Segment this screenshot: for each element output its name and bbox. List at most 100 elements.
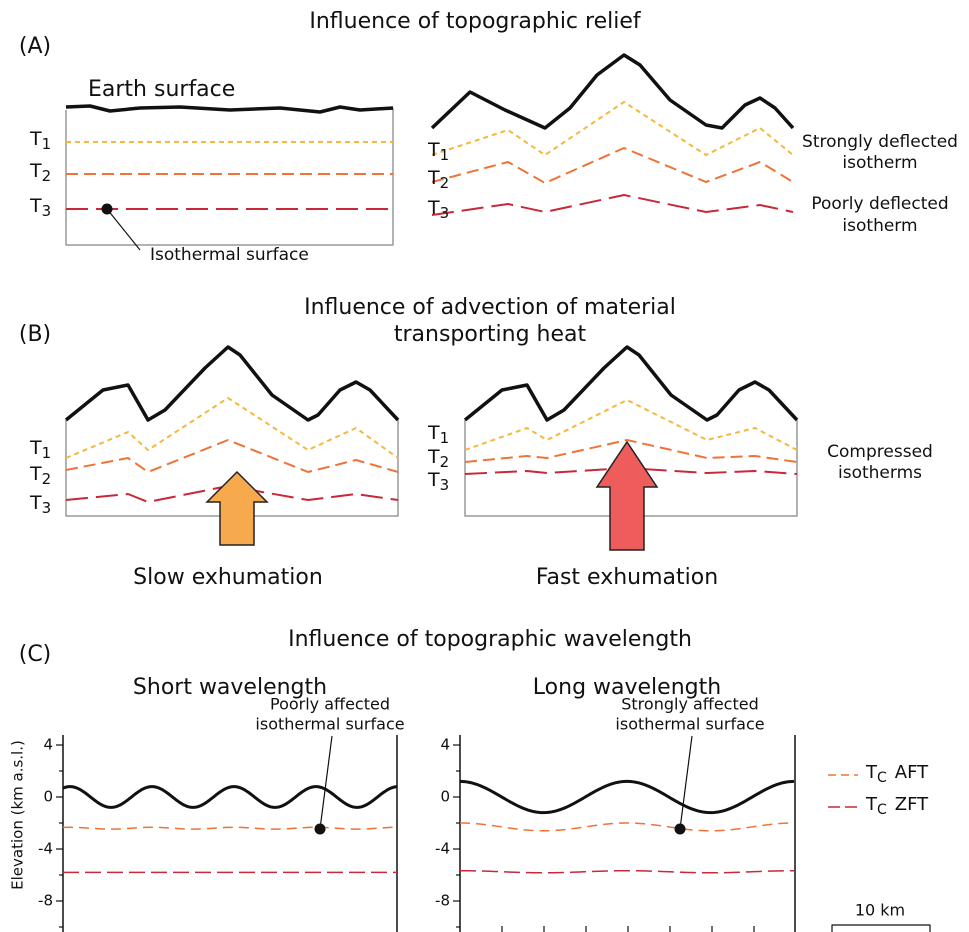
isotherm-label: T2: [427, 446, 449, 471]
symbol: T: [29, 160, 42, 182]
annotation: isothermal surface: [615, 715, 764, 734]
arrow-label: Fast exhumation: [536, 565, 718, 590]
subscript: 2: [42, 470, 52, 488]
subscript: C: [877, 802, 887, 818]
annotation: Strongly deflected: [802, 132, 958, 152]
topography: [62, 785, 398, 809]
isotherm-2: [65, 439, 399, 473]
y-tick-label: -8: [38, 892, 53, 910]
subscript: 3: [42, 202, 52, 220]
isotherm-label: T1: [427, 139, 449, 164]
panel-label: (B): [19, 322, 51, 347]
tc-aft: [459, 822, 795, 832]
label: ZFT: [895, 794, 929, 815]
subscript: 2: [440, 453, 450, 471]
legend-entry: TC AFT: [865, 762, 929, 786]
isotherm-label: T3: [427, 469, 449, 494]
y-tick-label: 0: [440, 788, 450, 806]
y-axis-label: Elevation (km a.s.l.): [9, 740, 27, 890]
annotation: isotherms: [838, 463, 922, 483]
earth-surface: [65, 104, 394, 114]
panel-title: Influence of advection of material: [304, 295, 676, 320]
isotherm-1: [431, 101, 794, 156]
label: AFT: [895, 762, 929, 783]
scale-label: 10 km: [855, 901, 905, 920]
topography: [459, 779, 795, 815]
symbol: T: [29, 195, 42, 217]
dot: [674, 823, 686, 835]
annotation: Compressed: [827, 442, 933, 462]
isotherm-3: [431, 194, 794, 216]
isotherm-label: T2: [427, 167, 449, 192]
isotherm-1: [65, 397, 399, 459]
mountain-profile: [463, 345, 799, 422]
isotherm-label: T3: [427, 197, 449, 222]
y-tick-label: 4: [440, 736, 450, 754]
symbol: T: [865, 794, 878, 815]
panel-title: Influence of topographic relief: [309, 9, 642, 34]
scale-bar: [831, 924, 931, 932]
dot: [101, 203, 113, 215]
annotation: isotherm: [842, 216, 917, 236]
y-tick-label: 4: [43, 736, 53, 754]
tc-aft: [62, 826, 398, 830]
annotation: Poorly deflected: [811, 194, 948, 214]
subscript: 3: [440, 476, 450, 494]
symbol: T: [427, 197, 440, 219]
annotation: Poorly affected: [270, 695, 390, 714]
mountain-profile: [64, 345, 400, 422]
isotherm-label: T2: [29, 160, 51, 185]
leader: [319, 735, 333, 830]
isotherm-1: [464, 399, 798, 451]
subscript: 1: [440, 429, 450, 447]
tc-zft: [459, 869, 795, 874]
symbol: T: [29, 128, 42, 150]
symbol: T: [29, 437, 42, 459]
annotation: Isothermal surface: [150, 245, 309, 265]
annotation: isotherm: [842, 153, 917, 173]
arrow-label: Slow exhumation: [133, 565, 323, 590]
symbol: T: [427, 139, 440, 161]
fast-arrow: [595, 440, 659, 551]
symbol: T: [427, 167, 440, 189]
symbol: T: [865, 762, 878, 783]
isotherm-label: T1: [427, 422, 449, 447]
legend-entry: TC ZFT: [865, 794, 929, 818]
isotherm-label: T3: [29, 492, 51, 517]
subscript: 2: [440, 174, 450, 192]
panel-label: (A): [19, 34, 51, 59]
subscript: 1: [42, 444, 52, 462]
isotherm-2: [431, 147, 794, 184]
annotation: isothermal surface: [255, 715, 404, 734]
subscript: 3: [42, 499, 52, 517]
symbol: T: [29, 463, 42, 485]
subscript: 1: [42, 135, 52, 153]
box: [65, 108, 394, 246]
subscript: 3: [440, 204, 450, 222]
subscript: 1: [440, 146, 450, 164]
isotherm-label: T3: [29, 195, 51, 220]
surface-label: Earth surface: [88, 77, 235, 102]
y-tick-label: -4: [38, 840, 53, 858]
y-tick-label: -4: [435, 840, 450, 858]
panel-title: transporting heat: [394, 322, 587, 347]
panel-label: (C): [19, 642, 52, 667]
subscript: C: [877, 770, 887, 786]
leader: [106, 208, 141, 251]
mountain-profile: [430, 53, 795, 130]
y-tick-label: -8: [435, 892, 450, 910]
dot: [314, 823, 326, 835]
slow-arrow: [205, 470, 269, 546]
symbol: T: [427, 422, 440, 444]
isotherm-label: T1: [29, 128, 51, 153]
panel-title: Influence of topographic wavelength: [288, 627, 692, 652]
plot-title: Short wavelength: [133, 675, 327, 700]
plot-title: Long wavelength: [533, 675, 721, 700]
annotation: Strongly affected: [621, 695, 758, 714]
leader: [679, 735, 693, 830]
symbol: T: [29, 492, 42, 514]
isotherm-2: [464, 439, 798, 463]
isotherm-label: T2: [29, 463, 51, 488]
symbol: T: [427, 469, 440, 491]
